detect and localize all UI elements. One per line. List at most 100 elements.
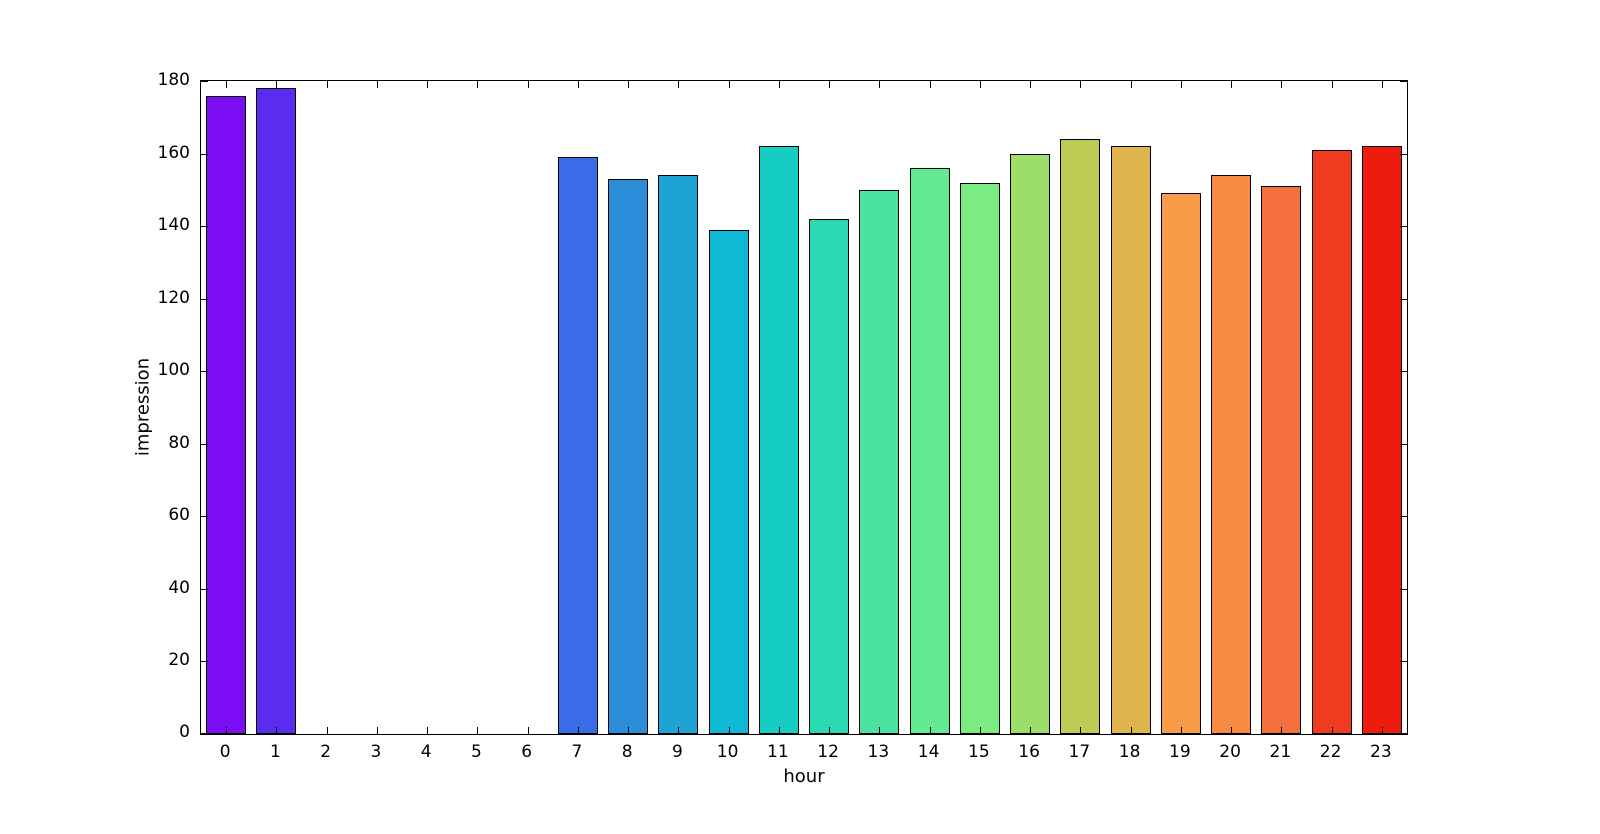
x-tick-top <box>326 81 328 88</box>
bar-hour-11 <box>758 146 799 734</box>
y-tick-left <box>201 661 208 663</box>
y-tick-right <box>1400 226 1407 228</box>
x-tick-label-13: 13 <box>867 742 890 762</box>
bar-hour-17 <box>1060 139 1101 734</box>
x-tick-label-12: 12 <box>817 742 839 762</box>
x-tick-top <box>1381 81 1383 88</box>
plot-area <box>200 80 1408 735</box>
x-tick-bottom <box>1381 727 1383 734</box>
bar-slot-19 <box>1156 81 1206 734</box>
bar-slot-14 <box>905 81 955 734</box>
bar-slot-22 <box>1307 81 1357 734</box>
x-tick-top <box>577 81 579 88</box>
x-tick-top <box>276 81 278 88</box>
bar-slot-23 <box>1357 81 1407 734</box>
bar-hour-16 <box>1010 153 1051 734</box>
bar-hour-15 <box>959 182 1000 734</box>
x-tick-top <box>1180 81 1182 88</box>
x-tick-top <box>778 81 780 88</box>
x-tick-label-9: 9 <box>671 742 683 762</box>
bar-slot-10 <box>704 81 754 734</box>
x-tick-top <box>728 81 730 88</box>
bar-slot-9 <box>653 81 703 734</box>
y-tick-right <box>1400 733 1407 734</box>
x-tick-label-23: 23 <box>1370 742 1392 762</box>
y-tick-label-40: 40 <box>168 577 190 598</box>
bar-hour-14 <box>909 168 950 734</box>
x-tick-bottom <box>1130 727 1132 734</box>
bar-hour-8 <box>608 178 649 734</box>
x-tick-top <box>1331 81 1333 88</box>
y-tick-label-120: 120 <box>157 287 190 308</box>
y-tick-label-0: 0 <box>179 722 190 742</box>
x-tick-top <box>829 81 831 88</box>
y-tick-left <box>201 588 208 590</box>
bars-container <box>201 81 1407 734</box>
bar-slot-21 <box>1256 81 1306 734</box>
x-tick-label-6: 6 <box>521 742 533 762</box>
x-axis-label: hour <box>783 766 825 787</box>
bar-slot-4 <box>402 81 452 734</box>
x-tick-label-21: 21 <box>1269 742 1292 762</box>
y-tick-label-60: 60 <box>168 505 190 526</box>
y-tick-label-20: 20 <box>168 650 190 671</box>
x-tick-bottom <box>829 727 831 734</box>
x-tick-bottom <box>628 727 630 734</box>
y-tick-label-80: 80 <box>168 432 190 453</box>
x-tick-label-4: 4 <box>420 742 432 762</box>
x-tick-top <box>1030 81 1032 88</box>
y-tick-left <box>201 371 208 373</box>
bar-slot-18 <box>1106 81 1156 734</box>
bar-hour-12 <box>809 218 850 734</box>
x-tick-top <box>929 81 931 88</box>
x-tick-bottom <box>1331 727 1333 734</box>
x-tick-bottom <box>527 727 529 734</box>
y-tick-left <box>201 153 208 155</box>
x-tick-bottom <box>376 727 378 734</box>
x-tick-top <box>1231 81 1233 88</box>
y-tick-right <box>1400 588 1407 590</box>
bar-slot-3 <box>352 81 402 734</box>
x-tick-label-20: 20 <box>1219 742 1241 762</box>
x-tick-top <box>376 81 378 88</box>
x-tick-top <box>477 81 479 88</box>
x-tick-bottom <box>276 727 278 734</box>
x-tick-label-22: 22 <box>1319 742 1342 762</box>
x-tick-bottom <box>879 727 881 734</box>
bar-slot-8 <box>603 81 653 734</box>
x-tick-label-16: 16 <box>1018 742 1040 762</box>
x-tick-top <box>1281 81 1283 88</box>
x-tick-bottom <box>326 727 328 734</box>
x-tick-bottom <box>678 727 680 734</box>
bar-hour-7 <box>557 157 598 734</box>
bar-hour-18 <box>1110 146 1151 734</box>
x-tick-bottom <box>477 727 479 734</box>
x-tick-bottom <box>1080 727 1082 734</box>
x-tick-label-5: 5 <box>470 742 482 762</box>
bar-hour-21 <box>1261 186 1302 734</box>
x-tick-bottom <box>1281 727 1283 734</box>
y-tick-right <box>1400 371 1407 373</box>
x-tick-bottom <box>778 727 780 734</box>
x-tick-bottom <box>1030 727 1032 734</box>
x-tick-bottom <box>929 727 931 734</box>
bar-hour-19 <box>1160 193 1201 734</box>
bar-slot-11 <box>754 81 804 734</box>
x-tick-top <box>527 81 529 88</box>
bar-slot-7 <box>553 81 603 734</box>
bar-hour-1 <box>256 88 297 734</box>
y-tick-label-100: 100 <box>157 360 190 381</box>
bar-slot-6 <box>503 81 553 734</box>
bar-slot-2 <box>302 81 352 734</box>
bar-slot-17 <box>1055 81 1105 734</box>
x-tick-bottom <box>1180 727 1182 734</box>
x-tick-bottom <box>577 727 579 734</box>
x-tick-bottom <box>1231 727 1233 734</box>
x-tick-top <box>1080 81 1082 88</box>
y-tick-left <box>201 298 208 300</box>
x-tick-top <box>427 81 429 88</box>
y-tick-left <box>201 81 208 82</box>
x-tick-label-0: 0 <box>219 742 231 762</box>
bar-hour-10 <box>708 229 749 734</box>
